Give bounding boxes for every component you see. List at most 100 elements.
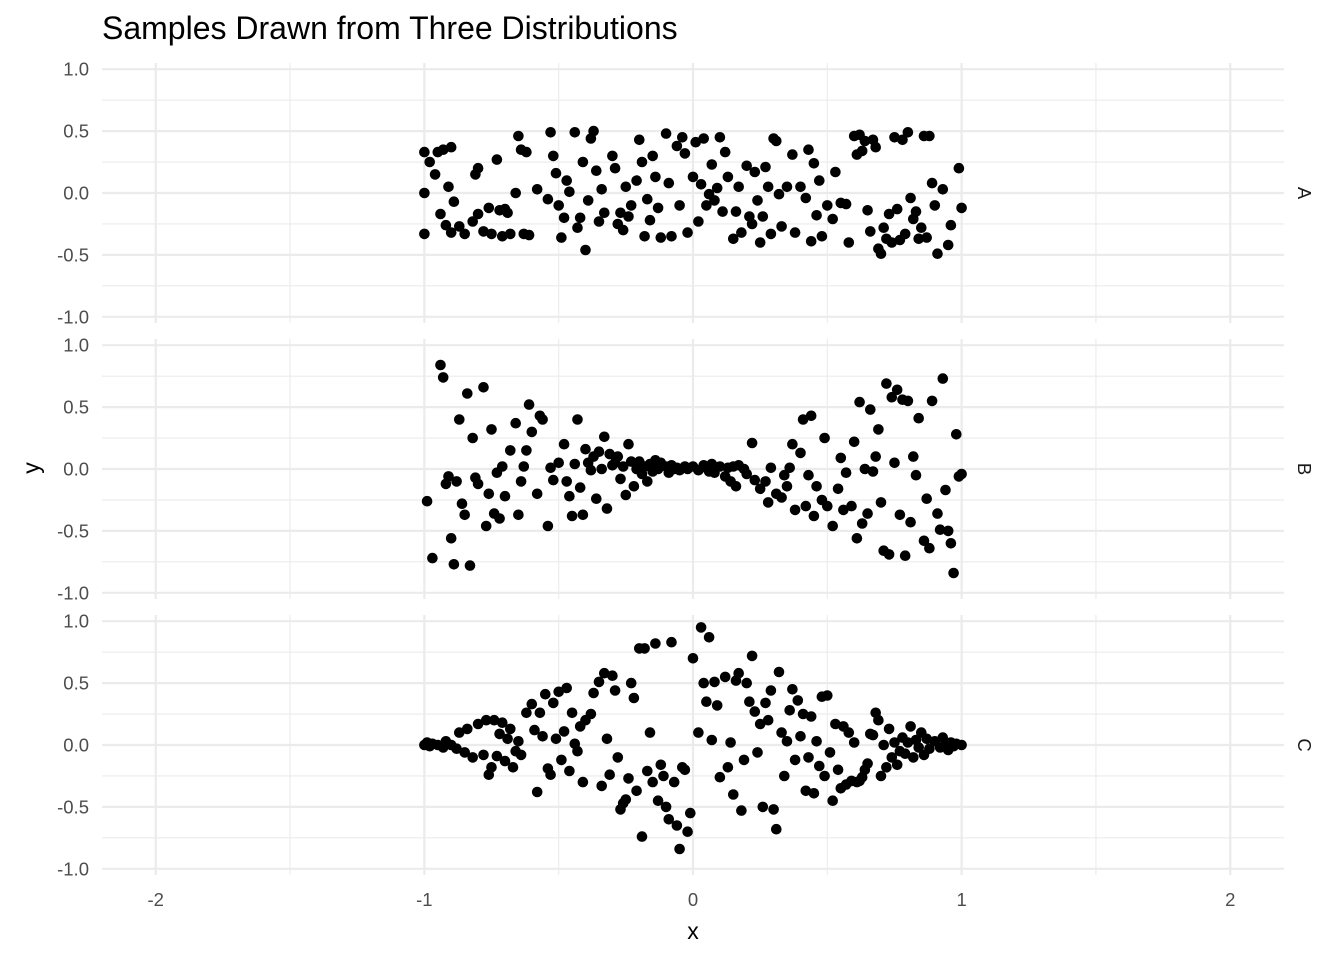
data-point (591, 165, 602, 176)
data-point (553, 457, 564, 469)
data-point (599, 431, 610, 443)
data-point (910, 206, 922, 217)
data-point (569, 127, 581, 138)
data-point (644, 727, 656, 738)
data-point (926, 177, 938, 189)
data-point (604, 769, 615, 780)
data-point (574, 482, 586, 493)
data-point (585, 464, 597, 476)
data-point (505, 445, 516, 456)
data-point (781, 481, 793, 492)
points-a (419, 125, 967, 259)
data-point (459, 509, 471, 521)
data-point (719, 146, 731, 158)
data-point (558, 438, 570, 450)
x-tick-label: -2 (148, 889, 164, 910)
data-point (505, 228, 516, 240)
data-point (596, 463, 607, 475)
data-point (719, 671, 731, 683)
y-tick-label: 0.0 (63, 183, 89, 204)
data-point (451, 743, 462, 754)
data-point (572, 222, 583, 233)
data-point (932, 508, 943, 519)
data-point (787, 684, 798, 695)
data-point (746, 218, 758, 230)
data-point (848, 737, 860, 748)
data-point (566, 510, 578, 522)
data-point (636, 831, 648, 842)
data-point (599, 667, 610, 679)
data-point (840, 467, 852, 479)
data-point (620, 489, 632, 501)
data-point (607, 150, 618, 162)
data-point (526, 698, 538, 710)
data-point (427, 552, 438, 564)
data-point (561, 476, 572, 487)
data-point (625, 677, 637, 689)
data-point (521, 707, 532, 719)
data-point (808, 158, 820, 169)
data-point (771, 823, 782, 835)
data-point (800, 192, 812, 204)
data-point (811, 210, 822, 221)
data-point (765, 685, 777, 696)
y-tick-label: -0.5 (57, 520, 89, 541)
data-point (800, 785, 812, 797)
data-point (902, 737, 914, 748)
data-point (808, 510, 820, 522)
data-point (929, 200, 941, 211)
data-point (840, 198, 852, 210)
data-point (486, 762, 497, 773)
data-point (773, 188, 785, 200)
data-point (582, 195, 594, 206)
data-point (897, 134, 908, 146)
data-point (951, 429, 962, 440)
data-point (873, 714, 884, 726)
y-axis-title: y (18, 462, 44, 474)
data-point (593, 446, 605, 458)
data-point (523, 229, 535, 241)
data-point (932, 248, 943, 259)
data-point (421, 495, 433, 507)
data-point (784, 462, 795, 474)
data-point (856, 518, 868, 529)
data-point (553, 686, 564, 698)
data-point (848, 436, 860, 448)
data-point (709, 676, 720, 688)
data-point (762, 497, 774, 508)
data-point (443, 181, 454, 193)
data-point (924, 743, 935, 754)
data-point (956, 739, 967, 751)
data-point (762, 181, 774, 193)
data-point (435, 359, 446, 371)
data-point (607, 670, 618, 681)
data-point (956, 468, 967, 480)
data-point (787, 149, 798, 160)
data-point (865, 404, 876, 415)
data-point (454, 221, 465, 232)
data-point (811, 481, 822, 492)
data-point (709, 195, 720, 206)
data-point (832, 483, 844, 495)
data-point (867, 466, 879, 477)
data-point (765, 228, 777, 240)
data-point (674, 200, 685, 211)
data-point (480, 520, 492, 532)
data-point (830, 166, 841, 178)
data-point (545, 127, 556, 138)
data-point (776, 221, 787, 232)
data-point (814, 760, 825, 772)
data-point (754, 483, 766, 495)
data-point (593, 216, 605, 227)
data-point (894, 509, 906, 521)
data-point (556, 754, 567, 766)
data-point (545, 769, 556, 780)
data-point (513, 736, 524, 747)
data-point (889, 457, 900, 469)
data-point (650, 171, 661, 183)
data-point (531, 184, 543, 195)
data-point (591, 493, 602, 505)
data-point (663, 177, 675, 189)
data-point (663, 814, 675, 825)
data-point (752, 747, 763, 758)
